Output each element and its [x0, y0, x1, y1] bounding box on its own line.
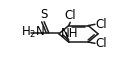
Text: S: S	[40, 8, 47, 21]
Text: H$_2$N: H$_2$N	[21, 25, 45, 40]
Text: Cl: Cl	[95, 37, 107, 50]
Text: NH: NH	[60, 27, 78, 40]
Text: Cl: Cl	[95, 18, 107, 31]
Text: Cl: Cl	[64, 9, 76, 22]
